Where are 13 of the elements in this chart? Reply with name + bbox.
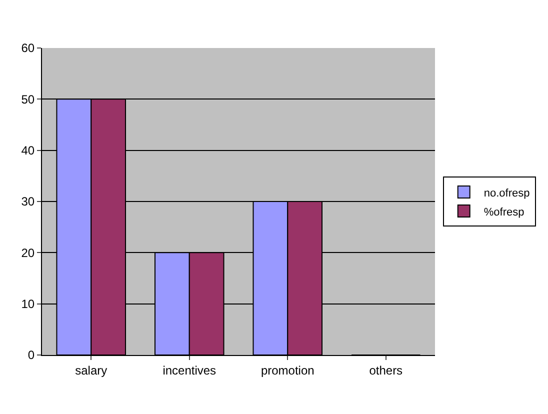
x-tick-label: promotion [260,363,314,378]
y-tick-label: 0 [28,348,35,362]
y-tick-label: 30 [21,194,35,209]
x-tick-label: others [369,363,403,378]
y-tick-label: 10 [21,297,35,312]
y-tick-label: 60 [21,41,35,56]
legend-label: no.ofresp [484,187,530,200]
legend-label: %ofresp [484,206,524,218]
x-tick-label: salary [75,363,108,378]
y-tick-label: 40 [21,144,35,158]
x-tick-label: incentives [162,363,216,378]
y-tick-label: 20 [21,246,35,260]
y-tick-label: 50 [21,92,35,106]
